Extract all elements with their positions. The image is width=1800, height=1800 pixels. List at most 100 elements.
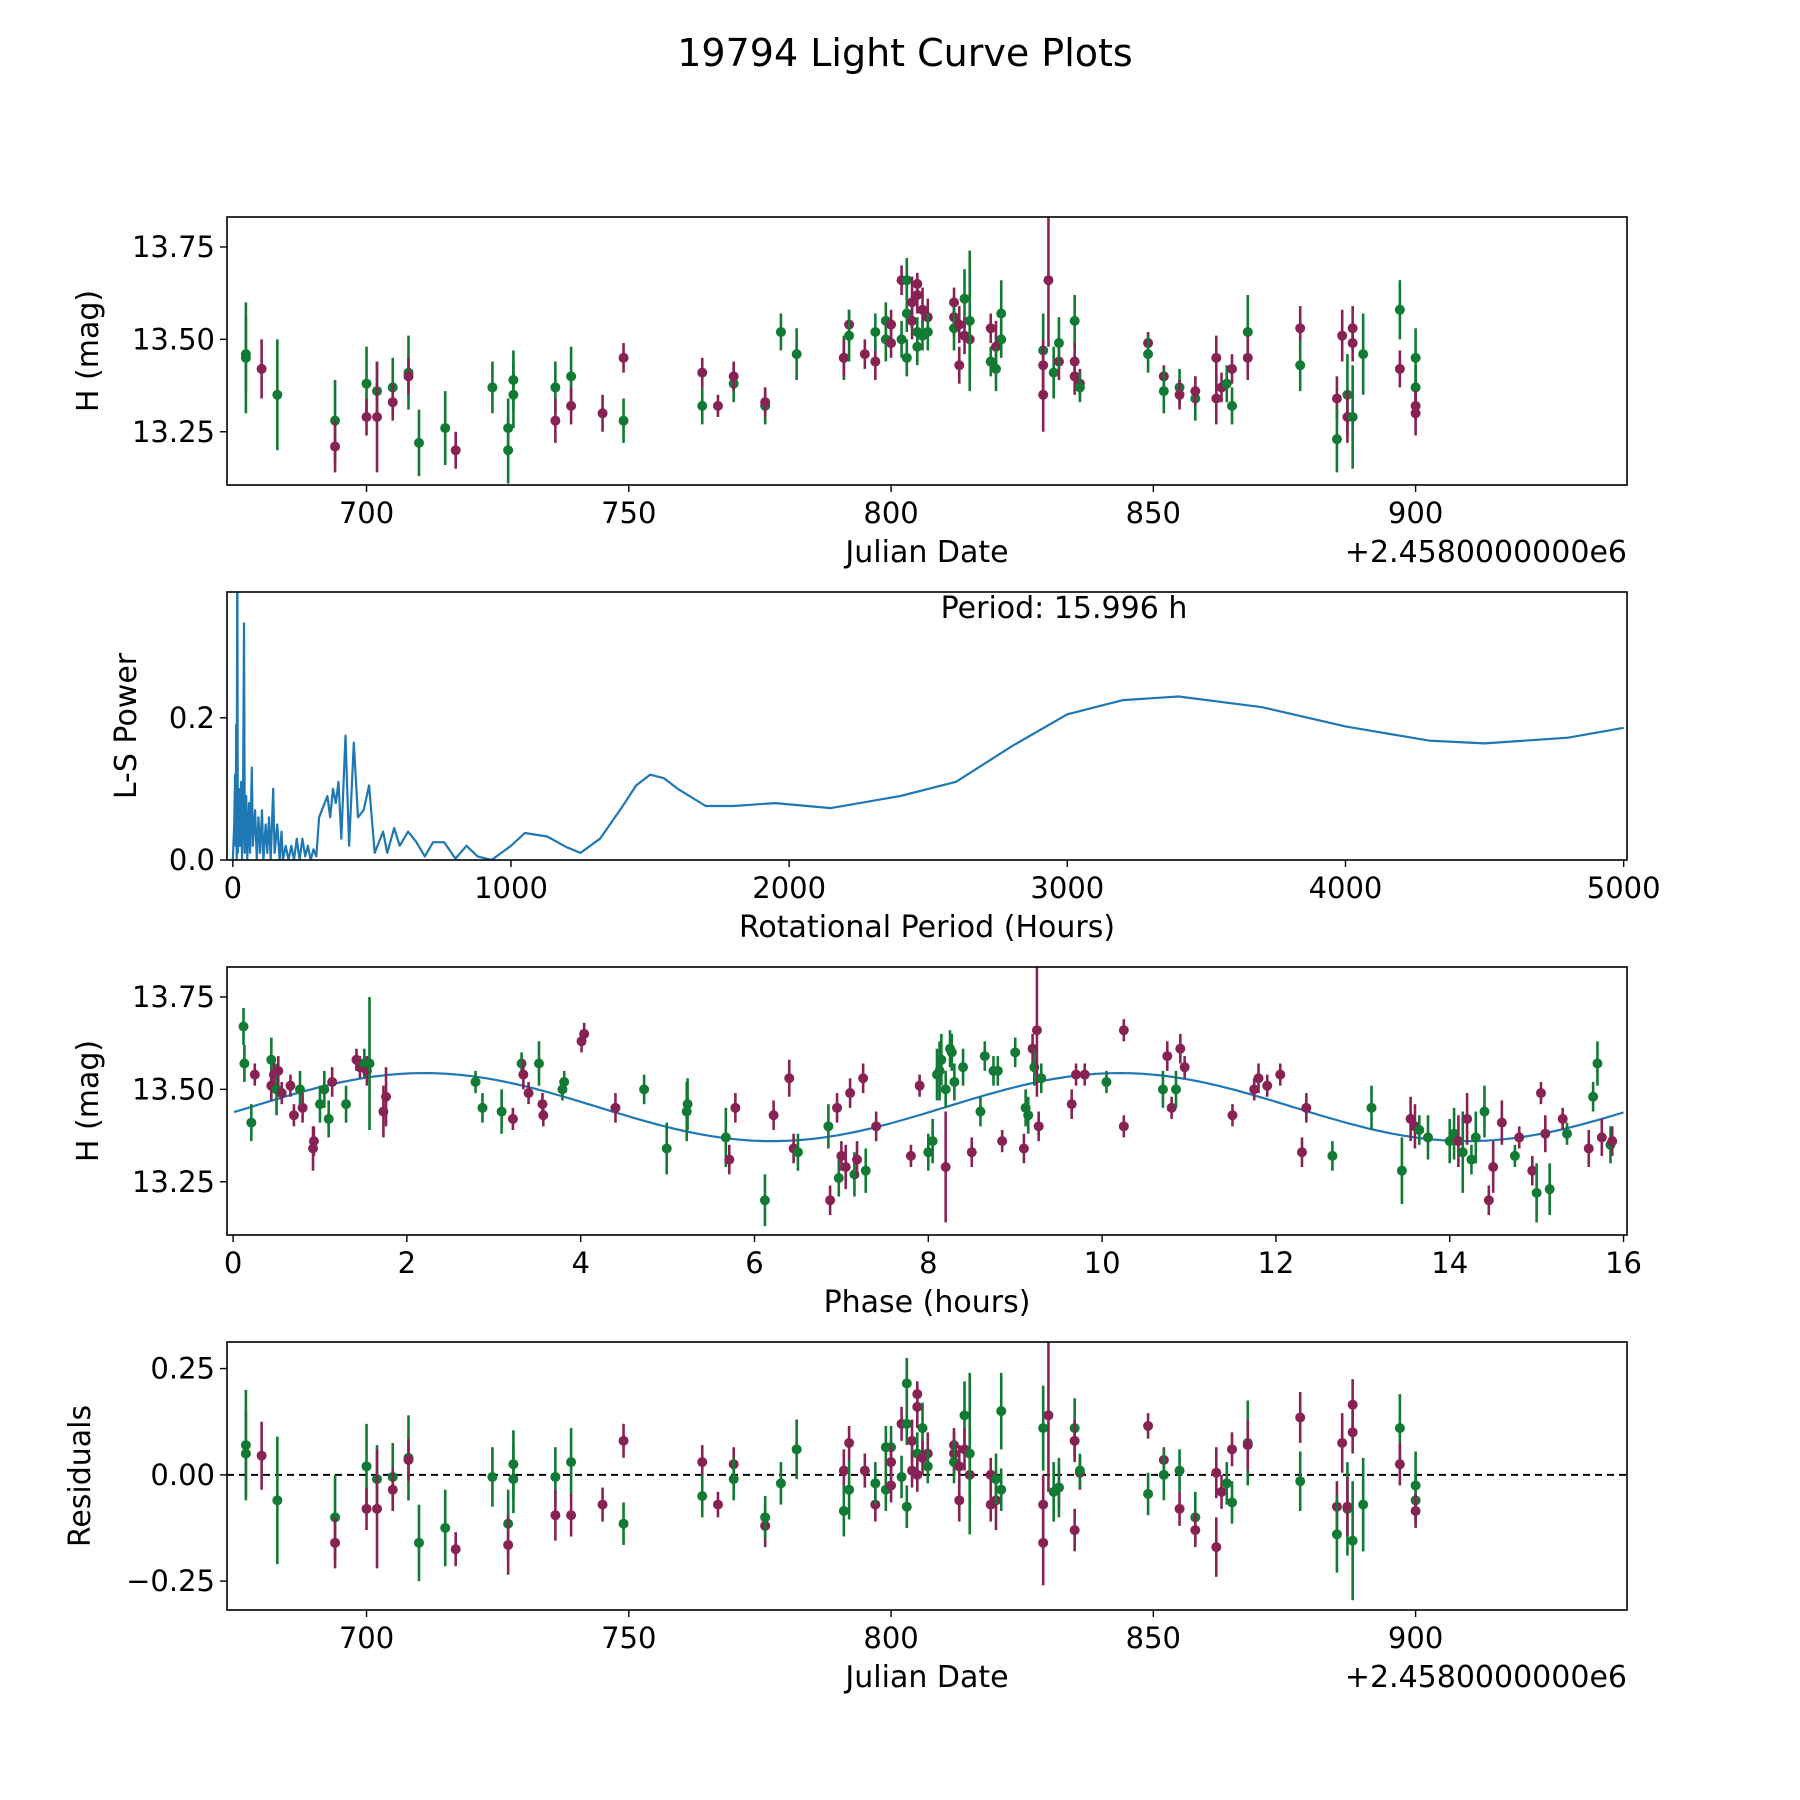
point-marker	[859, 1465, 870, 1476]
data-point	[825, 1185, 836, 1216]
point-marker	[901, 1418, 912, 1429]
y-tick-label: 13.25	[132, 1165, 215, 1199]
x-axis-label: Rotational Period (Hours)	[739, 910, 1115, 945]
data-point	[759, 1174, 770, 1227]
data-point	[1275, 1063, 1286, 1086]
data-point	[1174, 1491, 1185, 1526]
data-point	[860, 1148, 871, 1193]
point-marker	[870, 356, 881, 367]
point-marker	[1449, 1128, 1460, 1139]
data-point	[470, 1070, 481, 1094]
data-point	[996, 320, 1007, 358]
point-marker	[579, 1028, 590, 1039]
point-marker	[870, 1478, 881, 1489]
y-tick-label: 13.50	[132, 1072, 215, 1106]
point-marker	[1174, 389, 1185, 400]
data-point	[966, 1137, 977, 1167]
data-point	[784, 1059, 795, 1097]
data-point	[1211, 1447, 1222, 1499]
data-point	[496, 1089, 507, 1134]
data-point	[508, 361, 519, 429]
point-marker	[1347, 338, 1358, 349]
point-marker	[992, 1065, 1003, 1076]
point-marker	[1074, 382, 1085, 393]
point-marker	[508, 389, 519, 400]
point-marker	[792, 1147, 803, 1158]
data-point	[1337, 1413, 1348, 1473]
point-marker	[697, 1491, 708, 1502]
point-marker	[1038, 1537, 1049, 1548]
point-marker	[838, 352, 849, 363]
data-point	[1444, 1118, 1455, 1164]
data-point	[979, 1041, 990, 1071]
point-marker	[1253, 1073, 1264, 1084]
point-marker	[1053, 338, 1064, 349]
data-point	[1347, 324, 1358, 362]
point-marker	[964, 315, 975, 326]
point-marker	[1118, 1121, 1129, 1132]
data-point	[760, 387, 771, 417]
data-point	[1296, 1137, 1307, 1167]
point-marker	[940, 1161, 951, 1172]
point-marker	[1053, 1482, 1064, 1493]
data-point	[870, 1462, 881, 1505]
data-point	[1295, 339, 1306, 392]
point-marker	[1453, 1136, 1464, 1147]
point-marker	[1342, 1501, 1353, 1512]
data-point	[1331, 405, 1342, 473]
data-point	[901, 1402, 912, 1446]
data-point	[330, 420, 341, 473]
point-marker	[597, 1499, 608, 1510]
data-point	[518, 1059, 529, 1090]
x-offset-text: +2.4580000000e6	[1345, 1660, 1627, 1695]
data-point	[1175, 1033, 1186, 1064]
point-marker	[946, 1047, 957, 1058]
data-point	[728, 361, 739, 392]
point-marker	[844, 1484, 855, 1495]
point-marker	[1466, 1154, 1477, 1165]
point-marker	[1023, 1110, 1034, 1121]
data-point	[1227, 354, 1238, 384]
data-point	[361, 1487, 372, 1531]
x-offset-text: +2.4580000000e6	[1345, 535, 1627, 570]
point-marker	[730, 1102, 741, 1113]
data-point	[1053, 1457, 1064, 1518]
data-point	[1405, 1096, 1416, 1142]
point-marker	[1483, 1195, 1494, 1206]
data-point	[927, 1118, 938, 1164]
point-marker	[387, 397, 398, 408]
point-marker	[381, 1091, 392, 1102]
data-point	[1166, 1096, 1177, 1119]
point-marker	[1157, 1084, 1168, 1095]
data-point	[697, 357, 708, 388]
data-point	[597, 1487, 608, 1522]
data-point	[992, 1056, 1003, 1086]
data-point	[912, 276, 923, 314]
data-point	[1527, 1155, 1538, 1186]
data-point	[901, 294, 912, 332]
point-marker	[1216, 1486, 1227, 1497]
point-marker	[1394, 1459, 1405, 1470]
point-marker	[450, 445, 461, 456]
point-marker	[440, 1522, 451, 1533]
point-marker	[618, 1435, 629, 1446]
y-tick-label: 13.75	[132, 980, 215, 1014]
point-marker	[832, 1102, 843, 1113]
point-marker	[487, 1471, 498, 1482]
data-point	[1347, 1481, 1358, 1601]
point-marker	[697, 1457, 708, 1468]
data-point	[946, 1033, 957, 1071]
point-marker	[1242, 352, 1253, 363]
point-marker	[1444, 1136, 1455, 1147]
point-marker	[838, 1465, 849, 1476]
point-marker	[610, 1102, 621, 1113]
data-point	[1331, 1496, 1342, 1573]
x-tick-label: 10	[1084, 1246, 1121, 1280]
point-marker	[1496, 1117, 1507, 1128]
point-marker	[288, 1110, 299, 1121]
data-point	[1018, 1133, 1029, 1164]
point-marker	[1588, 1091, 1599, 1102]
data-point	[896, 320, 907, 358]
phase-folded-panel: 0 2 4 6 8 10 12 14 16 13.25 13.50 13.75 Phase (hours…	[71, 966, 1642, 1320]
data-point	[1190, 1513, 1201, 1548]
